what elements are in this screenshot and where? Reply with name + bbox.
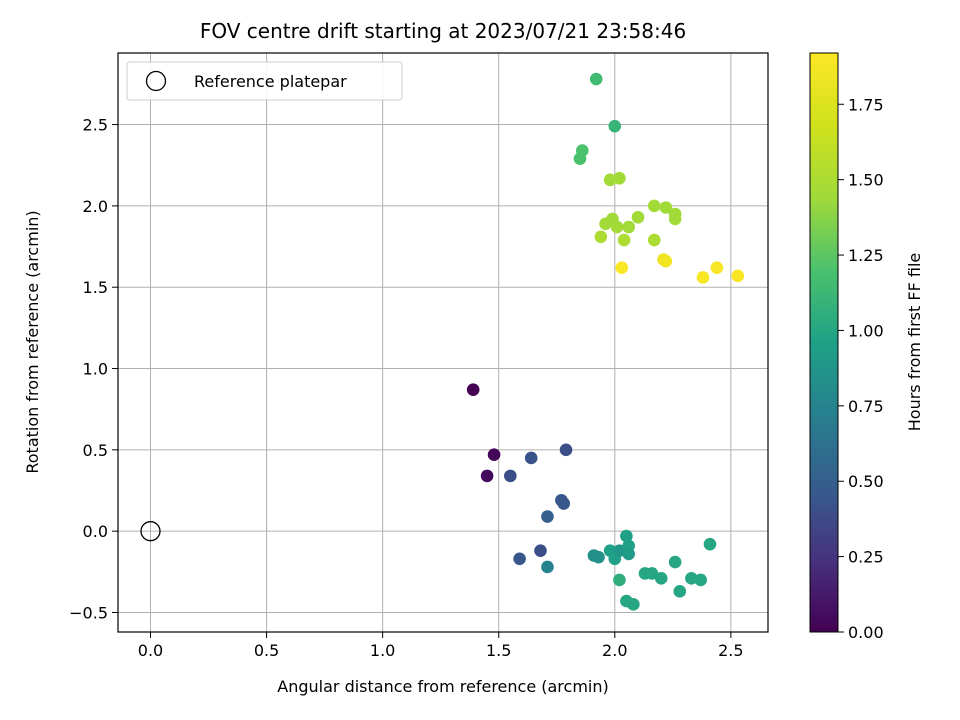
legend-label: Reference platepar	[194, 72, 347, 91]
data-point	[659, 254, 673, 268]
y-tick-label: 0.5	[83, 441, 108, 460]
x-tick-label: 2.0	[602, 641, 627, 660]
colorbar-ticks: 0.00 0.25 0.50 0.75 1.00 1.25 1.50 1.75	[838, 95, 884, 642]
data-point	[541, 560, 554, 574]
data-point	[615, 261, 629, 274]
data-point	[685, 572, 698, 585]
data-point	[668, 212, 682, 226]
plot-frame	[117, 52, 769, 633]
data-point	[487, 448, 501, 462]
data-point	[524, 451, 538, 465]
colorbar-tick-label: 1.75	[848, 95, 884, 114]
data-point	[559, 443, 573, 457]
data-point	[622, 547, 636, 561]
y-axis-label: Rotation from reference (arcmin)	[23, 210, 42, 473]
data-point	[603, 173, 617, 187]
colorbar-tick-label: 1.25	[848, 246, 884, 265]
data-point	[466, 383, 480, 396]
data-point	[573, 152, 587, 166]
y-tick-label: 2.0	[83, 197, 108, 216]
colorbar-tick-label: 0.50	[848, 472, 884, 491]
data-point	[673, 585, 687, 598]
data-points	[466, 72, 745, 611]
data-point	[731, 269, 745, 283]
colorbar-tick-label: 0.25	[848, 548, 884, 567]
data-point	[592, 550, 605, 564]
grid	[118, 53, 768, 632]
data-point	[513, 552, 526, 566]
colorbar-tick-label: 0.75	[848, 397, 884, 416]
data-point	[613, 171, 626, 185]
legend: Reference platepar	[126, 61, 403, 101]
data-point	[480, 469, 494, 483]
plot-area	[118, 53, 768, 632]
data-point	[696, 271, 710, 284]
data-point	[703, 537, 717, 551]
data-point	[659, 201, 673, 214]
data-point	[613, 573, 626, 587]
data-point	[504, 469, 517, 483]
x-tick-label: 2.5	[718, 641, 743, 660]
legend-box	[126, 61, 403, 101]
chart-title: FOV centre drift starting at 2023/07/21 …	[200, 19, 686, 43]
colorbar: 0.00 0.25 0.50 0.75 1.00 1.25 1.50 1.75 Hours f…	[809, 52, 924, 642]
data-point	[645, 567, 659, 580]
colorbar-gradient	[809, 52, 839, 633]
data-point	[608, 119, 622, 133]
y-tick-label: 1.5	[83, 278, 108, 297]
data-point	[620, 529, 633, 543]
colorbar-tick-label: 1.50	[848, 171, 884, 190]
data-point	[610, 220, 624, 234]
x-tick-label: 0.5	[254, 641, 279, 660]
data-point	[617, 233, 631, 247]
x-tick-label: 0.0	[138, 641, 163, 660]
reference-marker	[140, 521, 161, 542]
data-point	[622, 220, 636, 234]
x-tick-label: 1.5	[486, 641, 511, 660]
data-point	[647, 199, 661, 213]
data-point	[668, 555, 682, 569]
data-point	[534, 544, 547, 557]
data-point	[541, 510, 554, 523]
y-tick-label: 2.5	[83, 116, 108, 135]
colorbar-tick-label: 1.00	[848, 321, 884, 340]
data-point	[647, 233, 661, 247]
x-axis-label: Angular distance from reference (arcmin)	[277, 677, 608, 696]
data-point	[594, 230, 608, 244]
x-axis-ticks: 0.0 0.5 1.0 1.5 2.0 2.5	[138, 632, 744, 660]
y-tick-label: −0.5	[69, 603, 108, 622]
colorbar-label: Hours from first FF file	[905, 253, 924, 432]
colorbar-tick-label: 0.00	[848, 623, 884, 642]
data-point	[627, 598, 640, 611]
y-tick-label: 1.0	[83, 360, 108, 379]
data-point	[654, 572, 668, 585]
reference-platepar-marker	[140, 521, 161, 542]
y-tick-label: 0.0	[83, 522, 108, 541]
y-axis-ticks: −0.5 0.0 0.5 1.0 1.5 2.0 2.5	[69, 116, 118, 622]
data-point	[631, 210, 645, 224]
data-point	[589, 72, 603, 86]
data-point	[710, 261, 724, 274]
data-point	[557, 497, 571, 510]
data-point	[694, 573, 707, 587]
x-tick-label: 1.0	[370, 641, 395, 660]
legend-open-circle-marker	[145, 70, 167, 92]
